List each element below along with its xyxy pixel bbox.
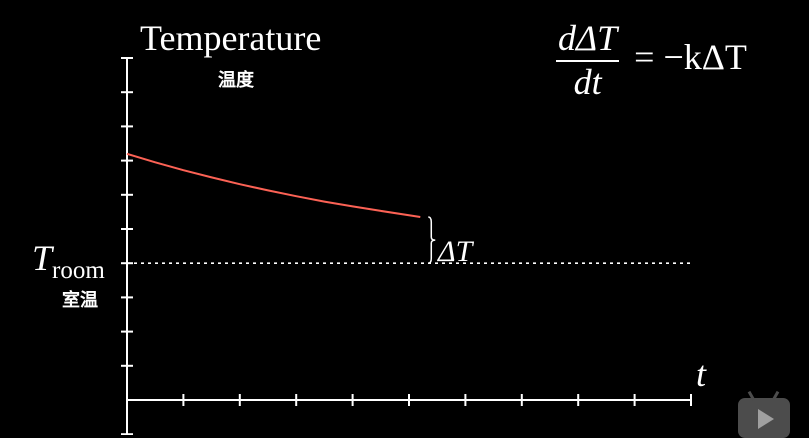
troom-label-chinese: 室温 [62, 290, 98, 311]
troom-label: Troom [32, 238, 105, 284]
troom-subscript: room [52, 257, 105, 284]
play-triangle-icon [758, 409, 774, 429]
chart-ticks [121, 57, 692, 435]
subtitle-text [210, 426, 550, 438]
equation-denominator: dt [573, 61, 602, 102]
delta-t-label: ΔT [438, 234, 472, 270]
equation-rhs: = −kΔT [634, 37, 747, 78]
cooling-equation: dΔT dt = −kΔT [556, 19, 747, 102]
delta-brace [428, 216, 436, 264]
troom-symbol: T [32, 238, 53, 278]
t-axis-label: t [696, 354, 707, 394]
equation-fraction: dΔT dt [556, 19, 620, 102]
chart-series [126, 152, 421, 218]
chart-axes [126, 58, 691, 435]
temperature-curve [126, 152, 421, 218]
y-axis-title-chinese: 温度 [218, 70, 254, 91]
delta-t-text: ΔT [438, 235, 473, 268]
equation-numerator: dΔT [556, 19, 620, 62]
play-icon[interactable] [738, 390, 790, 438]
delta-brace-path [428, 216, 436, 264]
y-axis-title: Temperature [140, 18, 322, 58]
